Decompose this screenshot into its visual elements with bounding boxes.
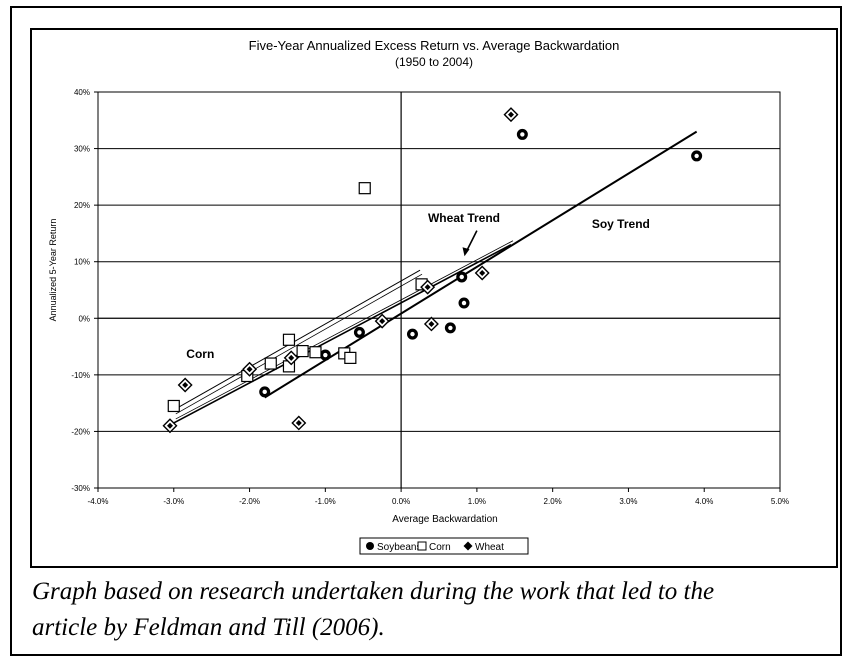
- y-tick-label: 30%: [74, 145, 90, 154]
- y-tick-label: 20%: [74, 201, 90, 210]
- x-tick-label: 1.0%: [468, 497, 486, 506]
- trend-line-wheat-trend-inner: [175, 240, 514, 420]
- x-tick-label: 0.0%: [392, 497, 410, 506]
- trend-line-soy-trend: [264, 130, 698, 399]
- wheat-point-center: [182, 382, 189, 389]
- y-axis-label: Annualized 5-Year Return: [48, 219, 58, 322]
- legend-label-corn: Corn: [429, 542, 451, 553]
- legend-marker-soybeans: [366, 542, 374, 550]
- x-tick-label: 5.0%: [771, 497, 789, 506]
- x-tick-label: -4.0%: [88, 497, 109, 506]
- wheat-point-center: [246, 366, 253, 373]
- corn-point: [296, 344, 309, 358]
- legend-marker-corn: [417, 541, 427, 551]
- soybeans-point-center: [357, 330, 362, 335]
- x-axis-label: Average Backwardation: [392, 514, 497, 525]
- chart-frame: Five-Year Annualized Excess Return vs. A…: [30, 28, 838, 568]
- annotation-wheat-trend: Wheat Trend: [428, 211, 500, 225]
- corn-point: [344, 351, 357, 364]
- caption-line-2: article by Feldman and Till (2006).: [32, 614, 385, 641]
- legend-marker-wheat: [463, 541, 473, 551]
- x-tick-label: 3.0%: [619, 497, 637, 506]
- wheat-point-center: [424, 284, 431, 291]
- x-tick-label: 4.0%: [695, 497, 713, 506]
- x-tick-label: 2.0%: [544, 497, 562, 506]
- y-tick-label: -10%: [71, 371, 90, 380]
- soybeans-point-center: [323, 352, 328, 358]
- trend-line-corn: [173, 269, 421, 411]
- soybeans-point-center: [459, 274, 464, 280]
- soybeans-point-center: [410, 331, 415, 337]
- wheat-point-center: [295, 419, 302, 426]
- wheat-point-center: [166, 422, 173, 429]
- soybeans-point-center: [262, 389, 267, 395]
- soybeans-point-center: [520, 132, 525, 137]
- chart-subtitle: (1950 to 2004): [395, 55, 473, 69]
- wheat-point-center: [379, 318, 386, 325]
- soybeans-point-center: [461, 300, 467, 306]
- legend-label-soybeans: Soybeans: [377, 542, 421, 553]
- y-tick-label: 0%: [78, 314, 90, 323]
- y-tick-label: 40%: [74, 88, 90, 97]
- annotation-soy-trend: Soy Trend: [592, 217, 650, 231]
- legend-label-wheat: Wheat: [475, 542, 504, 553]
- annotation-arrow-head: [462, 247, 470, 257]
- chart: Five-Year Annualized Excess Return vs. A…: [48, 38, 789, 555]
- corn-point: [264, 357, 277, 370]
- corn-point: [282, 333, 296, 346]
- soybeans-point-center: [694, 153, 699, 159]
- y-tick-label: 10%: [74, 258, 90, 267]
- caption-line-1: Graph based on research undertaken durin…: [32, 578, 715, 605]
- figure-caption: Graph based on research undertaken durin…: [32, 574, 812, 646]
- corn-point: [358, 182, 371, 195]
- y-tick-label: -20%: [71, 427, 90, 436]
- annotation-corn: Corn: [186, 347, 214, 361]
- corn-point: [309, 346, 322, 359]
- corn-point: [167, 399, 180, 413]
- trend-line-corn-inner: [175, 273, 423, 415]
- trend-line-wheat-trend: [173, 244, 512, 424]
- x-tick-label: -3.0%: [163, 497, 184, 506]
- wheat-point-center: [507, 111, 514, 118]
- wheat-point-center: [479, 270, 486, 277]
- x-tick-label: -2.0%: [239, 497, 260, 506]
- soybeans-point-center: [448, 325, 453, 331]
- wheat-point-center: [428, 320, 435, 327]
- x-tick-label: -1.0%: [315, 497, 336, 506]
- wheat-point-center: [288, 354, 295, 361]
- legend-box: [359, 537, 529, 555]
- chart-title: Five-Year Annualized Excess Return vs. A…: [249, 38, 620, 53]
- y-tick-label: -30%: [71, 484, 90, 493]
